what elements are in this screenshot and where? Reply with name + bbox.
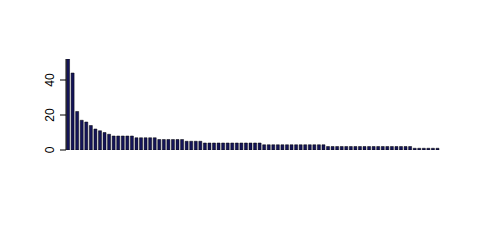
svg-text:40: 40 xyxy=(43,73,57,87)
svg-text:20: 20 xyxy=(43,108,57,122)
svg-text:0: 0 xyxy=(43,146,57,153)
